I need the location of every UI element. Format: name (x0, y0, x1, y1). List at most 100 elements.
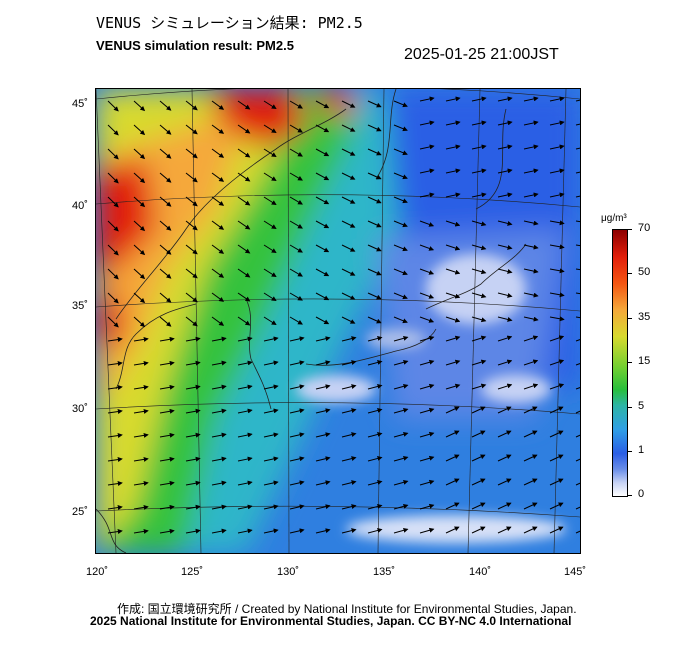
wind-vector (315, 456, 331, 462)
wind-vector (263, 528, 279, 534)
wind-vector (575, 363, 580, 366)
wind-vector (575, 171, 580, 174)
wind-vector (159, 220, 172, 231)
wind-vector (133, 456, 149, 462)
wind-vector (107, 316, 119, 328)
wind-vector (237, 148, 251, 158)
wind-vector (263, 504, 279, 510)
wind-vector (263, 268, 277, 278)
wind-vector (107, 337, 123, 343)
wind-vector (419, 455, 435, 462)
wind-vector (367, 408, 383, 414)
wind-vector (445, 526, 460, 534)
wind-vector (185, 268, 198, 279)
wind-vector (341, 384, 357, 390)
wind-vector (549, 430, 564, 438)
wind-vector (133, 172, 146, 184)
wind-vector (159, 480, 175, 486)
wind-vector (263, 480, 279, 486)
wind-vector (133, 292, 146, 304)
wind-vector (497, 268, 513, 274)
wind-vector (289, 432, 305, 438)
wind-vector (445, 168, 461, 174)
wind-vector (237, 432, 253, 438)
wind-vector (341, 316, 356, 324)
wind-vector (471, 120, 487, 126)
wind-vector (185, 100, 198, 111)
wind-vector (419, 316, 435, 323)
wind-vector (315, 196, 330, 205)
wind-vector (159, 408, 175, 414)
wind-vector (367, 292, 382, 300)
wind-vector (341, 172, 356, 180)
wind-vector (471, 244, 487, 251)
wind-vector (341, 480, 357, 486)
wind-vector (133, 268, 146, 280)
wind-vector (237, 124, 251, 134)
wind-vector (237, 220, 251, 230)
wind-vector (341, 408, 357, 414)
wind-vector (263, 172, 277, 182)
wind-vector (107, 148, 119, 160)
wind-vector (185, 196, 198, 207)
wind-vector (445, 335, 461, 342)
wind-vector (133, 408, 149, 414)
wind-vector (367, 124, 382, 132)
wind-vector (523, 244, 539, 250)
wind-vector (341, 100, 356, 108)
wind-vector (185, 456, 201, 462)
wind-vector (185, 336, 201, 342)
wind-vector (523, 335, 539, 342)
wind-vector (575, 506, 580, 510)
wind-vector (289, 360, 305, 366)
wind-vector (133, 100, 146, 112)
wind-vector (549, 268, 565, 274)
wind-vector (263, 384, 279, 390)
wind-vector (263, 408, 279, 414)
wind-vector (523, 383, 539, 390)
colorbar (612, 229, 628, 497)
lon-tick: 145˚ (564, 566, 587, 578)
wind-vector (341, 360, 357, 366)
wind-vector (133, 148, 146, 160)
lon-tick: 130˚ (277, 566, 300, 578)
wind-vector (159, 528, 175, 534)
wind-vector (497, 192, 513, 198)
wind-vector (263, 360, 279, 366)
coastlines (96, 89, 527, 553)
wind-vector (393, 455, 409, 462)
wind-vector (289, 316, 303, 325)
wind-vector (289, 124, 303, 133)
wind-vector (575, 434, 580, 438)
wind-vector (211, 268, 225, 278)
wind-vector (341, 220, 356, 228)
wind-vector (393, 244, 408, 252)
wind-vector (575, 387, 580, 390)
wind-vector (497, 220, 513, 226)
wind-vector (445, 478, 460, 486)
colorbar-tick-mark (627, 273, 632, 274)
wind-vector (263, 456, 279, 462)
wind-vector (471, 168, 487, 174)
wind-vector (315, 360, 331, 366)
wind-vector (107, 385, 123, 391)
wind-vector (445, 502, 460, 510)
wind-vector (419, 96, 435, 102)
colorbar-tick-mark (627, 318, 632, 319)
wind-vector (315, 384, 331, 390)
wind-vector (159, 148, 172, 159)
wind-vector (393, 383, 409, 390)
wind-vector (341, 148, 356, 156)
wind-vector (367, 528, 383, 534)
wind-vector (237, 244, 251, 254)
wind-vector (419, 407, 435, 414)
wind-vector (237, 384, 253, 390)
wind-vector (237, 268, 251, 278)
lon-tick: 135˚ (373, 566, 396, 578)
wind-vector (133, 124, 146, 136)
wind-vector (575, 292, 580, 295)
wind-vector (211, 100, 225, 110)
wind-vector (523, 292, 539, 298)
wind-vector (575, 339, 580, 342)
wind-vector (341, 504, 357, 510)
